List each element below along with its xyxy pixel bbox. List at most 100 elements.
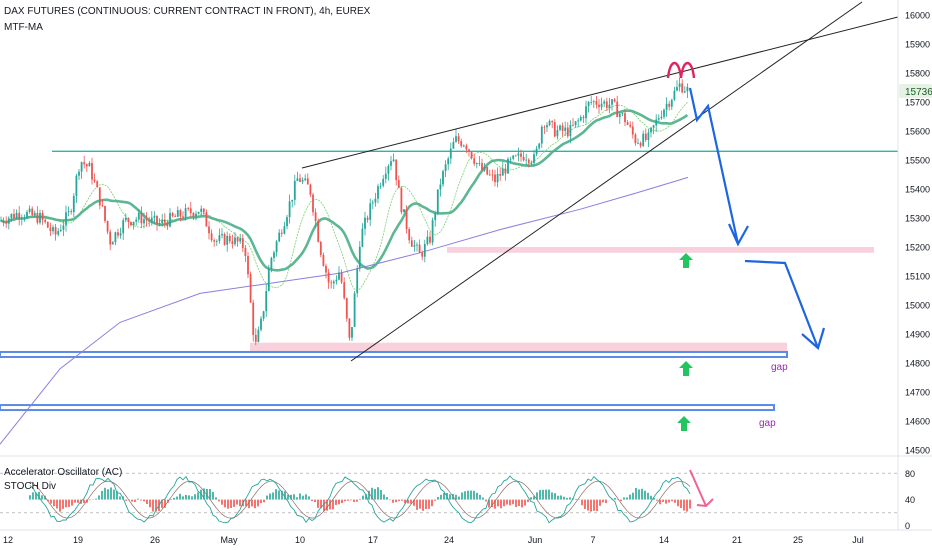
ac-bar — [140, 499, 142, 501]
gap-label-2: gap — [759, 418, 776, 429]
up-arrow-icon — [679, 253, 693, 268]
ac-bar — [119, 496, 121, 500]
ac-bar — [683, 499, 685, 511]
ac-bar — [479, 494, 481, 500]
candle-body — [119, 233, 122, 236]
ac-bar — [440, 494, 442, 500]
candle-body — [512, 155, 515, 159]
ac-bar — [137, 498, 139, 500]
candle-body — [345, 298, 348, 319]
ac-bar — [200, 489, 202, 500]
oscillator-pane — [0, 469, 898, 524]
ac-bar — [377, 487, 379, 500]
osc-label-2: STOCH Div — [4, 481, 56, 492]
candle-body — [322, 254, 325, 266]
x-tick-label: May — [220, 535, 238, 545]
y-tick-label: 14800 — [905, 359, 930, 369]
ac-bar — [326, 499, 328, 511]
ac-bar — [602, 499, 604, 503]
y-tick-label: 15400 — [905, 185, 930, 195]
ac-bar — [680, 499, 682, 509]
x-tick-label: 25 — [793, 535, 803, 545]
ac-bar — [686, 499, 688, 512]
ac-bar — [506, 499, 508, 505]
ac-bar — [176, 496, 178, 500]
ac-bar — [599, 499, 601, 506]
ac-bar — [614, 497, 616, 500]
candle-body — [319, 241, 322, 255]
ac-bar — [455, 494, 457, 500]
candle-body — [137, 212, 140, 220]
ac-bar — [104, 487, 106, 500]
stoch-k-line — [29, 475, 691, 524]
candle-body — [600, 103, 603, 108]
candle-body — [306, 178, 309, 185]
ac-bar — [170, 498, 172, 500]
time-axis[interactable]: 12 19 26 May 10 17 24 Jun 7 14 21 25 Jul — [3, 535, 864, 545]
ac-bar — [221, 499, 223, 505]
candle-body — [286, 217, 288, 227]
candle-body — [543, 126, 546, 128]
ac-bar — [44, 495, 46, 500]
x-tick-label: 7 — [590, 535, 595, 545]
candle-body — [572, 124, 574, 126]
y-tick-label: 14700 — [905, 388, 930, 398]
forecast-arrow-path-1 — [688, 87, 740, 245]
ac-bar — [233, 499, 235, 507]
ac-bar — [344, 499, 346, 502]
price-pane[interactable] — [0, 0, 898, 455]
candle-body — [431, 220, 434, 243]
ac-bar — [389, 499, 391, 501]
candle-body — [88, 163, 91, 167]
ac-bar — [209, 489, 211, 500]
stoch-d-line — [29, 480, 691, 519]
candle-body — [83, 162, 86, 165]
ac-bar — [362, 495, 364, 500]
ac-bar — [554, 493, 556, 500]
ac-bar — [272, 492, 274, 500]
osc-tick-80: 80 — [905, 469, 915, 479]
candle-body — [644, 133, 647, 141]
candle-body — [150, 217, 153, 222]
y-tick-label: 15200 — [905, 243, 930, 253]
candle-body — [195, 213, 197, 217]
candle-body — [413, 245, 416, 247]
ac-bar — [584, 499, 586, 510]
candle-body — [309, 184, 312, 195]
ac-bar — [659, 499, 661, 505]
candle-body — [478, 162, 481, 164]
candle-body — [379, 185, 382, 187]
ac-bar — [356, 499, 358, 502]
ac-bar — [689, 499, 691, 509]
candle-body — [325, 265, 327, 273]
ac-bar — [311, 499, 313, 502]
ac-bar — [368, 490, 370, 500]
ac-bar — [65, 499, 67, 508]
candle-body — [20, 217, 23, 219]
candle-body — [488, 174, 491, 176]
drawings — [301, 1, 899, 431]
candle-body — [520, 153, 522, 157]
candle-body — [598, 104, 600, 108]
candle-body — [460, 141, 463, 147]
x-tick-label: 10 — [295, 535, 305, 545]
candle-body — [39, 212, 41, 223]
candle-body — [566, 127, 569, 137]
up-arrow-icon — [677, 416, 691, 431]
candle-body — [234, 237, 236, 245]
candle-body — [410, 240, 413, 247]
ac-bar — [428, 499, 430, 509]
ac-bar — [386, 497, 388, 500]
ac-bar — [314, 499, 316, 502]
candle-body — [226, 235, 229, 245]
candle-body — [647, 132, 650, 141]
candle-body — [449, 148, 452, 159]
candle-body — [397, 180, 400, 188]
ac-bar — [374, 488, 376, 500]
price-axis[interactable]: 16000 15900 15800 15700 15600 15500 15400 15300… — [905, 11, 930, 456]
candle-body — [343, 282, 346, 299]
candle-body — [405, 209, 408, 230]
candle-body — [556, 129, 559, 137]
ac-bar — [545, 489, 547, 500]
